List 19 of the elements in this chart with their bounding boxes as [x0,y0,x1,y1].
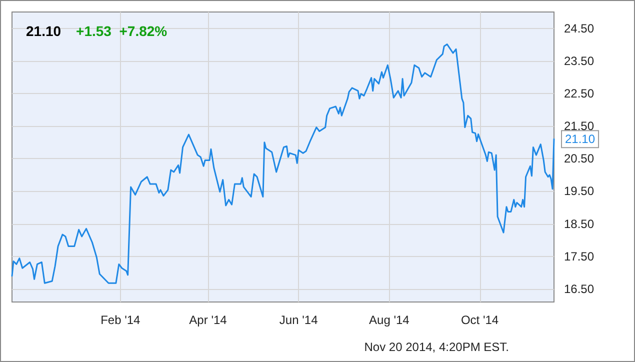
y-tick-label: 16.50 [564,282,594,296]
text: 21.10 [26,23,62,39]
y-tick-label: 19.50 [564,184,594,198]
x-tick-label: Aug '14 [369,313,410,327]
text: +1.53 +7.82% [76,23,168,39]
x-tick-label: Apr '14 [189,313,228,327]
annotation: 21.10 [565,132,596,146]
y-tick-label: 24.50 [564,21,594,36]
y-tick-label: 23.50 [564,54,594,68]
y-tick-label: 21.50 [564,119,594,134]
y-tick-label: 22.50 [564,86,594,100]
text: Nov 20 2014, 4:20PM EST. [364,340,509,354]
y-tick-label: 17.50 [564,249,594,264]
x-tick-label: Jun '14 [279,313,318,327]
y-tick-label: 18.50 [564,216,594,231]
y-tick-label: 20.50 [564,152,594,166]
x-tick-label: Oct '14 [460,313,499,327]
line-series [11,44,555,284]
x-tick-label: Feb '14 [100,313,141,327]
